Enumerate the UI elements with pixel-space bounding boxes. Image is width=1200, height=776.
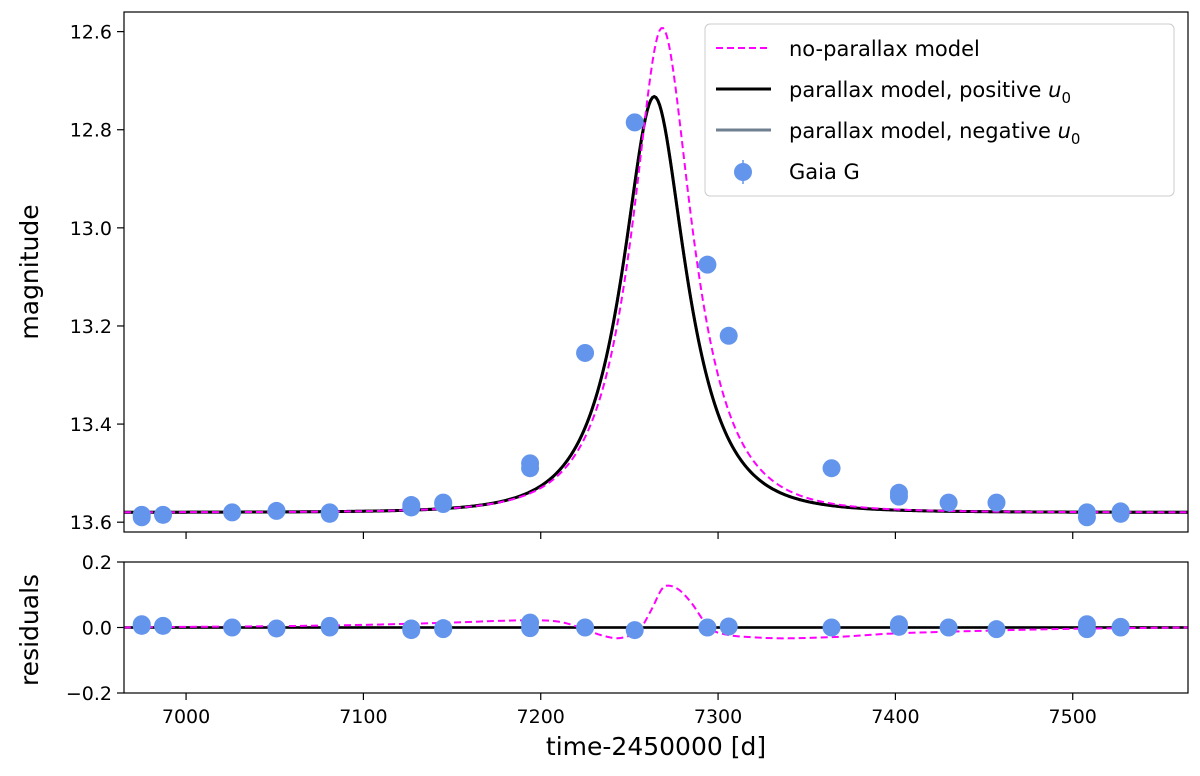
gaia-point (625, 113, 644, 132)
x-tick-label: 7500 (1049, 706, 1097, 728)
gaia-point (521, 459, 540, 478)
legend-label-gaia: Gaia G (789, 160, 860, 184)
gaia-point (698, 255, 717, 274)
gaia-point (987, 493, 1006, 512)
gaia-point (320, 504, 339, 523)
residuals-ticks: −0.2 0.0 0.2 7000 7100 7200 7300 7400 7500 (66, 552, 1097, 728)
gaia-residual-point (223, 618, 242, 637)
gaia-residual-point (889, 615, 908, 634)
residuals-y-tick-label: 0.0 (82, 618, 112, 640)
x-axis-label: time-2450000 [d] (546, 732, 766, 761)
x-tick-label: 7400 (871, 706, 919, 728)
main-panel: 12.6 12.8 13.0 13.2 13.4 13.6 magnitude no-pa… (15, 11, 1189, 539)
legend-frame (704, 23, 1175, 197)
gaia-residual-point (576, 618, 595, 637)
gaia-point (434, 495, 453, 514)
gaia-residual-point (1111, 617, 1130, 636)
gaia-point (939, 493, 958, 512)
residuals-y-tick-label: −0.2 (66, 683, 112, 705)
main-y-tick-label: 13.6 (70, 512, 112, 534)
main-y-tick-label: 12.8 (70, 120, 112, 142)
gaia-residual-point (822, 618, 841, 637)
legend-label-parallax-negative-text: parallax model, negative (789, 119, 1058, 143)
main-plot-frame (123, 11, 1189, 533)
gaia-point (132, 505, 151, 524)
main-series (124, 27, 1188, 514)
gaia-residual-point (521, 619, 540, 638)
gaia-residual-point (154, 616, 173, 635)
legend-label-parallax-negative-sub: 0 (1071, 130, 1081, 148)
residuals-plot-frame (123, 561, 1189, 694)
residuals-points (132, 613, 1130, 640)
main-y-tick-label: 13.4 (70, 414, 112, 436)
gaia-residual-point (698, 618, 717, 637)
residuals-y-tick-label: 0.2 (82, 552, 112, 574)
gaia-residual-point (719, 617, 738, 636)
main-points (132, 113, 1130, 527)
main-y-axis-label: magnitude (15, 204, 44, 339)
residuals-y-axis-label: residuals (15, 574, 44, 686)
main-y-tick-label: 13.2 (70, 316, 112, 338)
gaia-point (889, 487, 908, 506)
gaia-residual-point (987, 620, 1006, 639)
gaia-point (719, 326, 738, 345)
main-ticks: 12.6 12.8 13.0 13.2 13.4 13.6 (70, 22, 1074, 539)
x-tick-label: 7100 (339, 706, 387, 728)
legend-swatch-gaia-marker (734, 163, 752, 181)
gaia-point (154, 505, 173, 524)
legend-label-parallax-positive-text: parallax model, positive (789, 78, 1048, 102)
gaia-residual-point (939, 618, 958, 637)
gaia-point (1111, 504, 1130, 523)
legend-label-no-parallax: no-parallax model (789, 37, 980, 61)
gaia-residual-point (402, 619, 421, 638)
gaia-point (267, 501, 286, 520)
gaia-residual-point (434, 619, 453, 638)
legend-label-parallax-negative-math: u (1058, 119, 1071, 143)
main-y-tick-label: 13.0 (70, 218, 112, 240)
legend-label-parallax-positive: parallax model, positive u0 (789, 78, 1071, 107)
legend-label-parallax-negative: parallax model, negative u0 (789, 119, 1080, 148)
main-series-line-0 (124, 27, 1188, 514)
gaia-residual-point (1077, 620, 1096, 639)
gaia-residual-point (320, 616, 339, 635)
gaia-point (402, 498, 421, 517)
legend: no-parallax model parallax model, positi… (704, 23, 1175, 197)
gaia-residual-point (132, 615, 151, 634)
gaia-residual-point (267, 619, 286, 638)
residuals-panel: −0.2 0.0 0.2 7000 7100 7200 7300 7400 7500 resid… (15, 552, 1189, 761)
main-y-tick-label: 12.6 (70, 22, 112, 44)
x-tick-label: 7000 (162, 706, 210, 728)
gaia-point (223, 503, 242, 522)
gaia-point (1077, 508, 1096, 527)
gaia-point (822, 459, 841, 478)
x-tick-label: 7200 (517, 706, 565, 728)
legend-label-parallax-positive-math: u (1048, 78, 1061, 102)
gaia-point (576, 343, 595, 362)
x-tick-label: 7300 (694, 706, 742, 728)
gaia-residual-point (625, 621, 644, 640)
legend-label-parallax-positive-sub: 0 (1061, 89, 1071, 107)
